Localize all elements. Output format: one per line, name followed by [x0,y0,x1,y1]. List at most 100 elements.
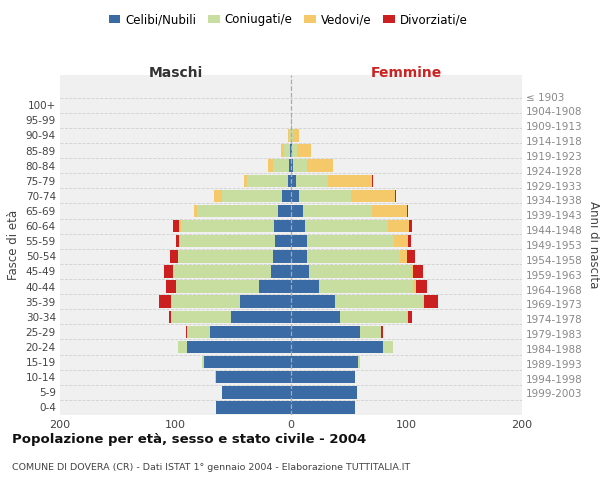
Bar [166,280,176,293]
Bar [291,144,292,157]
Bar [179,235,180,248]
Text: Maschi: Maschi [148,66,203,80]
Text: Femmine: Femmine [371,66,442,80]
Bar [197,205,278,217]
Text: COMUNE DI DOVERA (CR) - Dati ISTAT 1° gennaio 2004 - Elaborazione TUTTITALIA.IT: COMUNE DI DOVERA (CR) - Dati ISTAT 1° ge… [12,462,410,471]
Bar [307,160,332,172]
Bar [216,371,291,384]
Bar [328,174,372,187]
Bar [291,205,302,217]
Bar [407,235,411,248]
Bar [413,265,422,278]
Bar [310,265,411,278]
Bar [169,310,171,323]
Bar [271,265,291,278]
Bar [186,326,187,338]
Bar [289,160,291,172]
Bar [282,190,291,202]
Bar [173,220,179,232]
Bar [291,280,319,293]
Bar [407,250,415,262]
Bar [291,341,383,353]
Bar [307,235,394,248]
Bar [171,310,231,323]
Bar [176,235,179,248]
Bar [411,265,413,278]
Bar [274,220,291,232]
Bar [291,386,357,398]
Legend: Celibi/Nubili, Coniugati/e, Vedovi/e, Divorziati/e: Celibi/Nubili, Coniugati/e, Vedovi/e, Di… [104,8,472,31]
Bar [287,174,291,187]
Y-axis label: Anni di nascita: Anni di nascita [587,202,599,288]
Bar [291,296,335,308]
Bar [395,190,396,202]
Bar [244,174,247,187]
Bar [181,220,274,232]
Bar [293,129,299,141]
Bar [222,190,282,202]
Bar [302,205,372,217]
Bar [296,174,328,187]
Bar [164,265,173,278]
Bar [205,356,291,368]
Bar [291,265,310,278]
Bar [284,144,290,157]
Text: Popolazione per età, sesso e stato civile - 2004: Popolazione per età, sesso e stato civil… [12,432,366,446]
Bar [202,356,205,368]
Bar [291,326,360,338]
Bar [179,220,181,232]
Bar [372,205,407,217]
Bar [268,160,272,172]
Bar [281,144,284,157]
Bar [307,250,400,262]
Bar [215,371,216,384]
Bar [291,250,307,262]
Bar [291,235,307,248]
Bar [400,250,407,262]
Bar [275,235,291,248]
Bar [290,144,291,157]
Bar [358,356,360,368]
Bar [175,280,259,293]
Bar [319,280,413,293]
Bar [160,296,171,308]
Bar [416,280,427,293]
Bar [299,190,351,202]
Bar [305,220,388,232]
Bar [381,326,383,338]
Bar [291,190,299,202]
Bar [272,250,291,262]
Bar [272,160,289,172]
Y-axis label: Fasce di età: Fasce di età [7,210,20,280]
Bar [291,401,355,413]
Bar [291,310,340,323]
Bar [173,265,271,278]
Bar [383,341,392,353]
Bar [388,220,409,232]
Bar [413,280,416,293]
Bar [187,326,210,338]
Bar [291,371,355,384]
Bar [214,190,222,202]
Bar [394,235,407,248]
Bar [178,250,272,262]
Bar [231,310,291,323]
Bar [210,326,291,338]
Bar [291,160,293,172]
Bar [259,280,291,293]
Bar [409,220,412,232]
Bar [297,144,311,157]
Bar [170,250,178,262]
Bar [289,129,291,141]
Bar [407,310,412,323]
Bar [194,205,197,217]
Bar [291,114,292,126]
Bar [216,401,291,413]
Bar [278,205,291,217]
Bar [222,386,291,398]
Bar [422,296,424,308]
Bar [293,160,307,172]
Bar [335,296,422,308]
Bar [360,326,381,338]
Bar [187,341,291,353]
